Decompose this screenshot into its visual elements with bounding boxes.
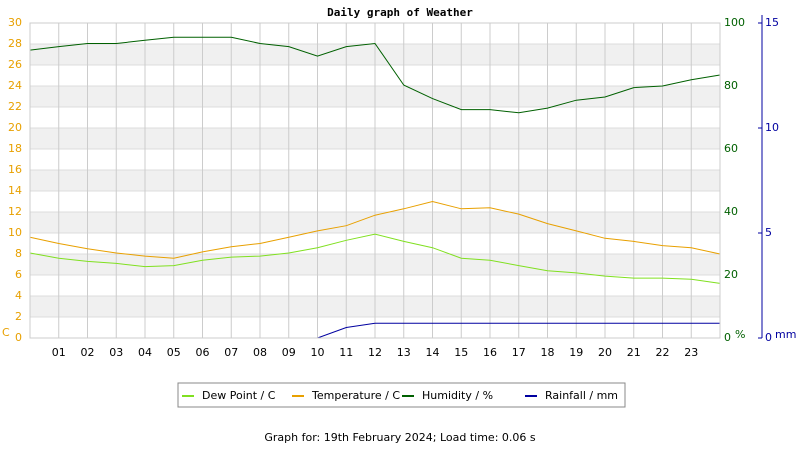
x-tick-label: 19 (569, 346, 583, 359)
x-tick-label: 15 (454, 346, 468, 359)
x-tick-label: 08 (253, 346, 267, 359)
x-tick-label: 05 (167, 346, 181, 359)
y3-tick-label: 15 (765, 16, 779, 29)
chart-title: Daily graph of Weather (327, 6, 473, 19)
y-tick-label: 16 (8, 163, 22, 176)
y-axis-label: C (2, 326, 10, 339)
x-tick-label: 03 (109, 346, 123, 359)
y2-tick-label: 40 (724, 205, 738, 218)
x-tick-label: 16 (483, 346, 497, 359)
y-tick-label: 24 (8, 79, 22, 92)
y2-tick-label: 60 (724, 142, 738, 155)
x-tick-label: 06 (196, 346, 210, 359)
y-tick-label: 18 (8, 142, 22, 155)
x-tick-label: 12 (368, 346, 382, 359)
x-tick-label: 10 (311, 346, 325, 359)
y-tick-label: 28 (8, 37, 22, 50)
y-tick-label: 8 (15, 247, 22, 260)
y-tick-label: 2 (15, 310, 22, 323)
y2-tick-label: 0 (724, 331, 731, 344)
legend-label: Humidity / % (422, 389, 493, 402)
y-tick-label: 6 (15, 268, 22, 281)
y3-axis-label: mm (775, 328, 796, 341)
y3-tick-label: 10 (765, 121, 779, 134)
y3-tick-label: 5 (765, 226, 772, 239)
y-tick-label: 0 (15, 331, 22, 344)
x-tick-label: 22 (656, 346, 670, 359)
y2-tick-label: 80 (724, 79, 738, 92)
legend-box (177, 382, 626, 408)
x-tick-label: 17 (512, 346, 526, 359)
legend-label: Rainfall / mm (545, 389, 618, 402)
series-line (29, 36, 721, 114)
legend-label: Temperature / C (311, 389, 400, 402)
y-tick-label: 10 (8, 226, 22, 239)
x-tick-label: 14 (426, 346, 440, 359)
x-tick-label: 02 (81, 346, 95, 359)
footer: Graph for: 19th February 2024; Load time… (264, 431, 536, 444)
y-tick-label: 14 (8, 184, 22, 197)
x-tick-label: 09 (282, 346, 296, 359)
y2-tick-label: 20 (724, 268, 738, 281)
y-tick-label: 22 (8, 100, 22, 113)
y2-tick-label: 100 (724, 16, 745, 29)
x-tick-label: 23 (684, 346, 698, 359)
y-tick-label: 20 (8, 121, 22, 134)
y-tick-label: 30 (8, 16, 22, 29)
y2-axis-label: % (735, 328, 745, 341)
x-tick-label: 21 (627, 346, 641, 359)
y-tick-label: 12 (8, 205, 22, 218)
x-tick-label: 07 (224, 346, 238, 359)
plot-border (29, 22, 721, 339)
x-tick-label: 04 (138, 346, 152, 359)
y-tick-label: 26 (8, 58, 22, 71)
y3-tick-label: 0 (765, 331, 772, 344)
x-tick-label: 11 (339, 346, 353, 359)
x-tick-label: 20 (598, 346, 612, 359)
x-tick-label: 13 (397, 346, 411, 359)
legend-label: Dew Point / C (202, 389, 276, 402)
y-tick-label: 4 (15, 289, 22, 302)
x-tick-label: 18 (541, 346, 555, 359)
x-tick-label: 01 (52, 346, 66, 359)
series-line (29, 233, 721, 284)
series-line (29, 200, 721, 259)
